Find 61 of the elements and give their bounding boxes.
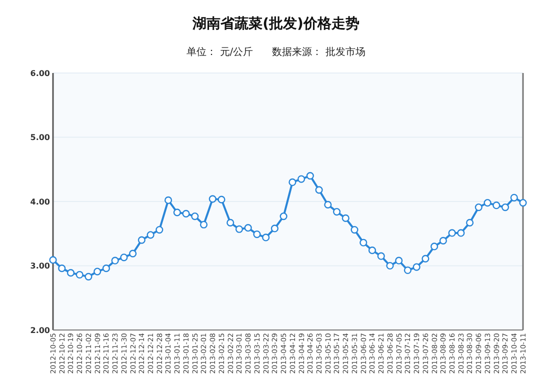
point	[484, 198, 492, 207]
point	[324, 200, 332, 209]
point	[208, 195, 216, 203]
point	[253, 230, 261, 238]
point	[49, 256, 57, 264]
y-tick-label: 2.00	[30, 326, 50, 335]
point	[360, 238, 368, 246]
point	[492, 202, 500, 210]
point	[120, 254, 128, 262]
point	[94, 268, 102, 276]
point	[457, 229, 465, 237]
point	[270, 224, 278, 232]
y-tick-label: 6.00	[30, 68, 50, 78]
point	[386, 262, 394, 270]
point	[235, 225, 244, 233]
point	[288, 178, 296, 186]
y-tick-label: 4.00	[30, 197, 50, 206]
point	[422, 254, 430, 262]
point	[368, 246, 376, 254]
point	[466, 218, 474, 226]
point	[191, 212, 199, 220]
point	[164, 196, 172, 204]
point	[439, 236, 447, 244]
chart-subtitle: 单位： 元/公斤 数据来源： 批发市场	[186, 46, 366, 58]
point	[76, 270, 84, 279]
point	[182, 210, 190, 218]
point	[66, 269, 75, 277]
point	[146, 231, 154, 239]
point	[226, 218, 234, 226]
point	[501, 203, 510, 212]
point	[102, 264, 110, 272]
point	[262, 234, 270, 242]
point	[218, 196, 226, 204]
point	[474, 203, 482, 212]
point	[315, 186, 323, 194]
point	[377, 252, 385, 260]
point	[58, 264, 66, 272]
point	[342, 214, 350, 222]
point	[280, 212, 288, 220]
point	[298, 175, 306, 183]
point	[404, 266, 412, 274]
chart-title: 湖南省蔬菜(批发)价格走势	[192, 16, 360, 32]
point	[306, 172, 314, 180]
point	[350, 226, 358, 234]
point	[395, 256, 403, 264]
point	[412, 263, 420, 271]
point	[173, 208, 181, 216]
point	[510, 194, 518, 202]
y-tick-label: 3.00	[30, 262, 50, 271]
point	[156, 226, 164, 234]
point	[200, 220, 208, 228]
point	[129, 250, 137, 258]
point	[430, 242, 438, 250]
point	[332, 208, 341, 216]
point	[111, 256, 119, 264]
point	[84, 272, 92, 280]
point	[519, 198, 527, 207]
point	[244, 224, 252, 232]
point	[138, 236, 146, 244]
point	[448, 229, 456, 237]
y-tick-label: 5.00	[30, 133, 50, 142]
